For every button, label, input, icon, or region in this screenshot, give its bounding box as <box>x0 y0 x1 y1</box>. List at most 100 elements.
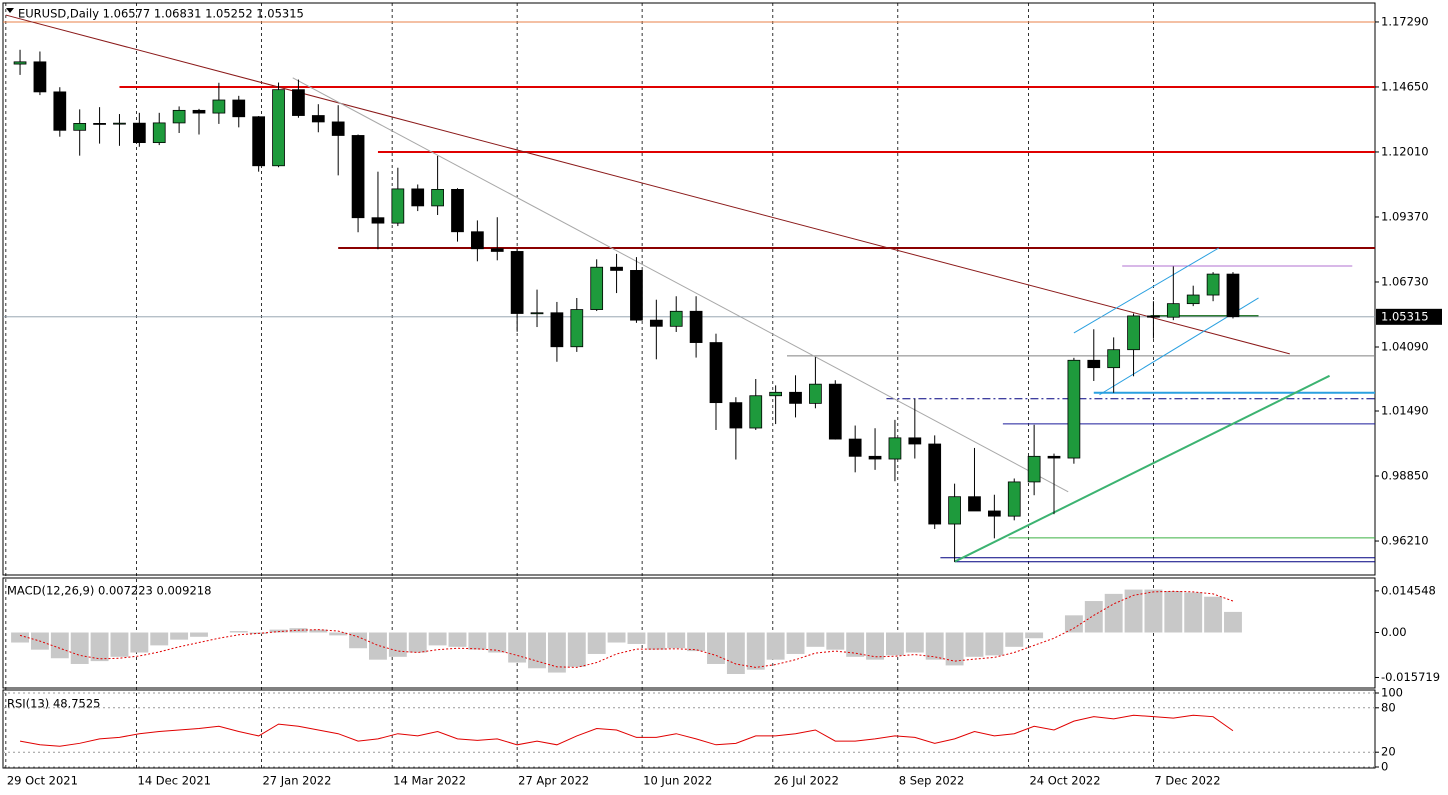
macd-bar <box>508 632 527 663</box>
macd-bar <box>1064 615 1083 633</box>
candle-body <box>749 395 763 429</box>
macd-bar <box>687 632 706 652</box>
y-tick-label: 80 <box>1381 700 1396 714</box>
y-tick-label: 0.00 <box>1381 625 1407 639</box>
macd-bar <box>905 632 924 653</box>
candle-body <box>610 266 623 271</box>
macd-bar <box>587 632 606 654</box>
y-tick-label: -0.015719 <box>1381 670 1440 684</box>
x-tick-label: 10 Jun 2022 <box>643 774 712 788</box>
macd-bar <box>746 632 765 670</box>
macd-bar <box>70 632 89 664</box>
macd-bar <box>567 632 586 667</box>
trend-line <box>954 374 1330 563</box>
macd-bar <box>309 629 328 633</box>
macd-bar <box>1084 601 1103 633</box>
candle-body <box>689 310 703 343</box>
candle-body <box>311 115 325 123</box>
macd-bar <box>229 631 248 633</box>
candle-body <box>510 251 524 314</box>
candle-body <box>649 319 663 327</box>
macd-bar <box>1104 593 1123 633</box>
macd-bar <box>866 632 885 660</box>
macd-bar <box>408 632 427 653</box>
candle-body <box>53 91 67 131</box>
macd-bar <box>468 632 487 650</box>
candle-body <box>809 383 822 404</box>
candle-body <box>431 188 444 207</box>
candle-body <box>1166 303 1180 318</box>
macd-bar <box>329 632 348 636</box>
candle-body <box>928 443 942 525</box>
candle-body <box>908 437 922 445</box>
candle-body <box>93 123 106 125</box>
macd-bar <box>388 632 407 657</box>
candle-body <box>172 109 186 124</box>
candle-body <box>490 248 504 252</box>
candle-body <box>1147 315 1160 318</box>
macd-bar <box>130 632 149 653</box>
menu-icon[interactable] <box>6 8 14 13</box>
x-tick-label: 14 Mar 2022 <box>393 774 466 788</box>
candle-body <box>73 123 87 131</box>
trend-line <box>292 77 1069 493</box>
y-tick-label: 1.14650 <box>1381 79 1429 93</box>
main-panel <box>2 2 1376 576</box>
candle-body <box>948 496 961 525</box>
x-tick-label: 24 Oct 2022 <box>1029 774 1100 788</box>
macd-bar <box>369 632 387 660</box>
last-price-label: 1.05315 <box>1381 309 1429 323</box>
macd-bar <box>667 632 686 649</box>
macd-bar <box>50 632 69 659</box>
candle-body <box>411 188 425 207</box>
candle-body <box>1027 455 1041 483</box>
x-tick-label: 14 Dec 2021 <box>138 774 211 788</box>
macd-bar <box>448 632 467 647</box>
macd-bar <box>1164 591 1183 633</box>
macd-bar <box>11 632 29 643</box>
candle-body <box>848 438 862 457</box>
candle-body <box>152 122 166 144</box>
macd-bar <box>1005 632 1024 647</box>
candle-body <box>132 122 146 144</box>
macd-bar <box>1025 632 1044 639</box>
macd-bar <box>1204 596 1223 633</box>
macd-bar <box>170 632 189 640</box>
x-tick-label: 29 Oct 2021 <box>7 774 78 788</box>
macd-bar <box>1124 589 1143 633</box>
candle-body <box>113 122 126 125</box>
y-tick-label: 20 <box>1381 745 1396 759</box>
y-tick-label: 1.09370 <box>1381 209 1429 223</box>
candle-body <box>1107 349 1121 369</box>
y-tick-label: 0.98850 <box>1381 469 1429 483</box>
candle-body <box>530 312 544 315</box>
y-tick-label: 0.96210 <box>1381 534 1429 548</box>
macd-bar <box>150 632 169 646</box>
candle-body <box>351 135 365 219</box>
indicator-line <box>19 714 1234 747</box>
signal-line <box>19 590 1234 668</box>
candle-body <box>828 383 842 440</box>
macd-bar <box>190 632 208 637</box>
macd-bar <box>90 632 109 662</box>
candle-body <box>192 109 206 114</box>
y-tick-label: 1.04090 <box>1381 339 1429 353</box>
macd-bar <box>965 632 984 657</box>
candle-body <box>987 510 1001 517</box>
last-price-box <box>1376 308 1442 325</box>
candle-body <box>590 266 604 310</box>
candle-body <box>709 342 723 404</box>
candle-body <box>868 455 882 460</box>
x-tick-label: 27 Jan 2022 <box>262 774 331 788</box>
chart-title: EURUSD,Daily 1.06577 1.06831 1.05252 1.0… <box>18 7 304 21</box>
macd-bar <box>846 632 865 657</box>
macd-bar <box>985 632 1004 656</box>
macd-bar <box>1184 592 1203 633</box>
candle-body <box>789 391 802 404</box>
macd-bar <box>627 632 646 644</box>
y-tick-label: 1.17290 <box>1381 14 1429 28</box>
candle-body <box>769 391 783 397</box>
y-tick-label: 0.014548 <box>1381 583 1436 597</box>
candle-body <box>1087 359 1101 369</box>
